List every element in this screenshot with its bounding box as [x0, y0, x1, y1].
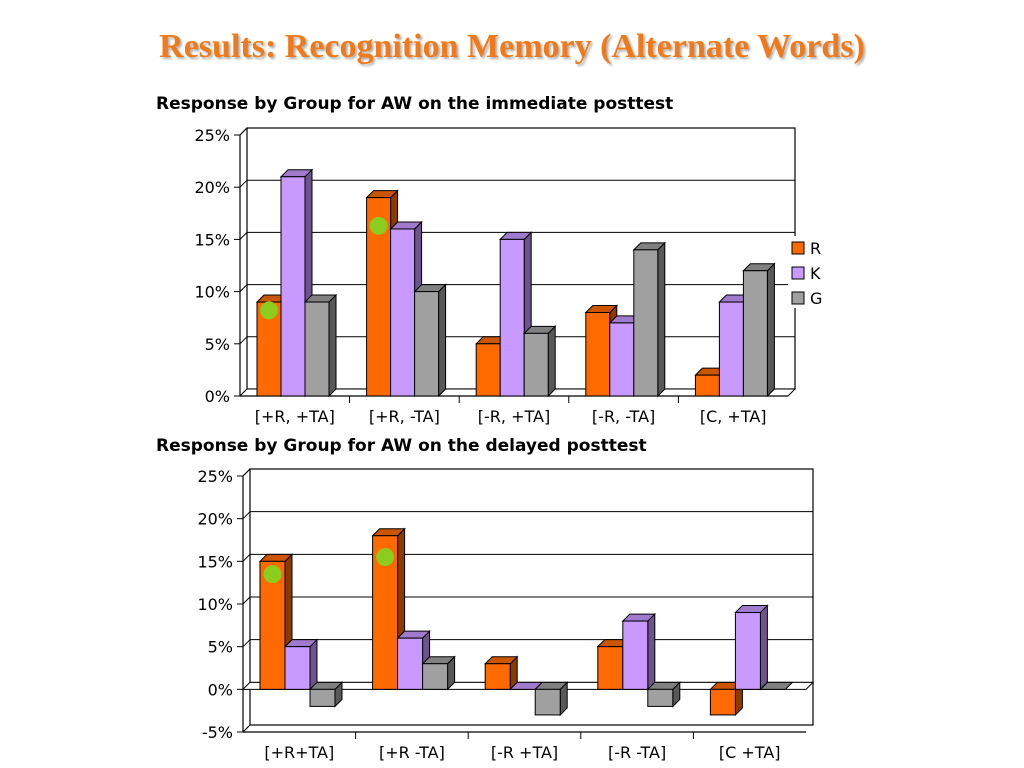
x-tick-label: [C, +TA] — [700, 407, 767, 426]
bar-K-4 — [734, 604, 769, 691]
x-tick-label: [-R, -TA] — [592, 407, 655, 426]
y-tick-label: -5% — [202, 723, 233, 742]
legend-swatch-K — [791, 266, 805, 280]
y-tick-label: 0% — [208, 680, 233, 699]
chart-title-immediate: Response by Group for AW on the immediat… — [156, 94, 674, 114]
highlight-marker-0 — [263, 565, 282, 584]
chart-title-delayed: Response by Group for AW on the delayed … — [156, 436, 647, 456]
x-tick-label: [+R, +TA] — [255, 407, 335, 426]
y-tick-label: 20% — [197, 510, 233, 529]
y-tick-label: 10% — [197, 595, 233, 614]
bar-G-2 — [522, 325, 557, 398]
x-tick-label: [-R +TA] — [491, 743, 558, 762]
legend-swatch-G — [791, 291, 805, 305]
bar-G-4 — [742, 262, 776, 398]
highlight-marker-1 — [369, 216, 388, 235]
legend-label-K: K — [810, 264, 821, 283]
x-tick-label: [C +TA] — [719, 743, 781, 762]
bar-G-3 — [646, 681, 682, 708]
bar-G-3 — [632, 241, 667, 398]
bar-K-0 — [283, 638, 319, 691]
x-tick-label: [+R, -TA] — [369, 407, 440, 426]
bar-G-1 — [421, 655, 456, 691]
highlight-marker-0 — [260, 301, 278, 320]
bar-G-2 — [533, 681, 569, 717]
y-tick-label: 25% — [194, 126, 230, 145]
y-tick-label: 15% — [194, 230, 230, 249]
y-tick-label: 20% — [194, 178, 230, 197]
legend-swatch-R — [791, 241, 805, 255]
y-tick-label: 10% — [194, 283, 230, 302]
bar-R-4 — [709, 681, 744, 717]
bar-G-4 — [759, 681, 794, 690]
y-tick-label: 5% — [205, 335, 230, 354]
bar-R-0 — [258, 553, 294, 691]
highlight-marker-1 — [376, 548, 395, 567]
bar-G-0 — [308, 681, 344, 708]
x-tick-label: [+R+TA] — [264, 743, 334, 762]
legend-label-R: R — [810, 239, 821, 258]
legend-label-G: G — [810, 289, 822, 308]
bar-G-1 — [413, 283, 447, 398]
y-tick-label: 0% — [205, 387, 230, 406]
x-tick-label: [-R -TA] — [608, 743, 666, 762]
bar-G-0 — [303, 293, 338, 398]
bar-R-2 — [483, 655, 519, 691]
y-tick-label: 25% — [197, 467, 233, 486]
x-tick-label: [+R -TA] — [379, 743, 445, 762]
x-tick-label: [-R, +TA] — [478, 407, 550, 426]
y-tick-label: 15% — [197, 552, 233, 571]
y-tick-label: 5% — [208, 638, 233, 657]
bar-K-3 — [621, 612, 657, 691]
slide-title: Results: Recognition Memory (Alternate W… — [159, 28, 865, 65]
